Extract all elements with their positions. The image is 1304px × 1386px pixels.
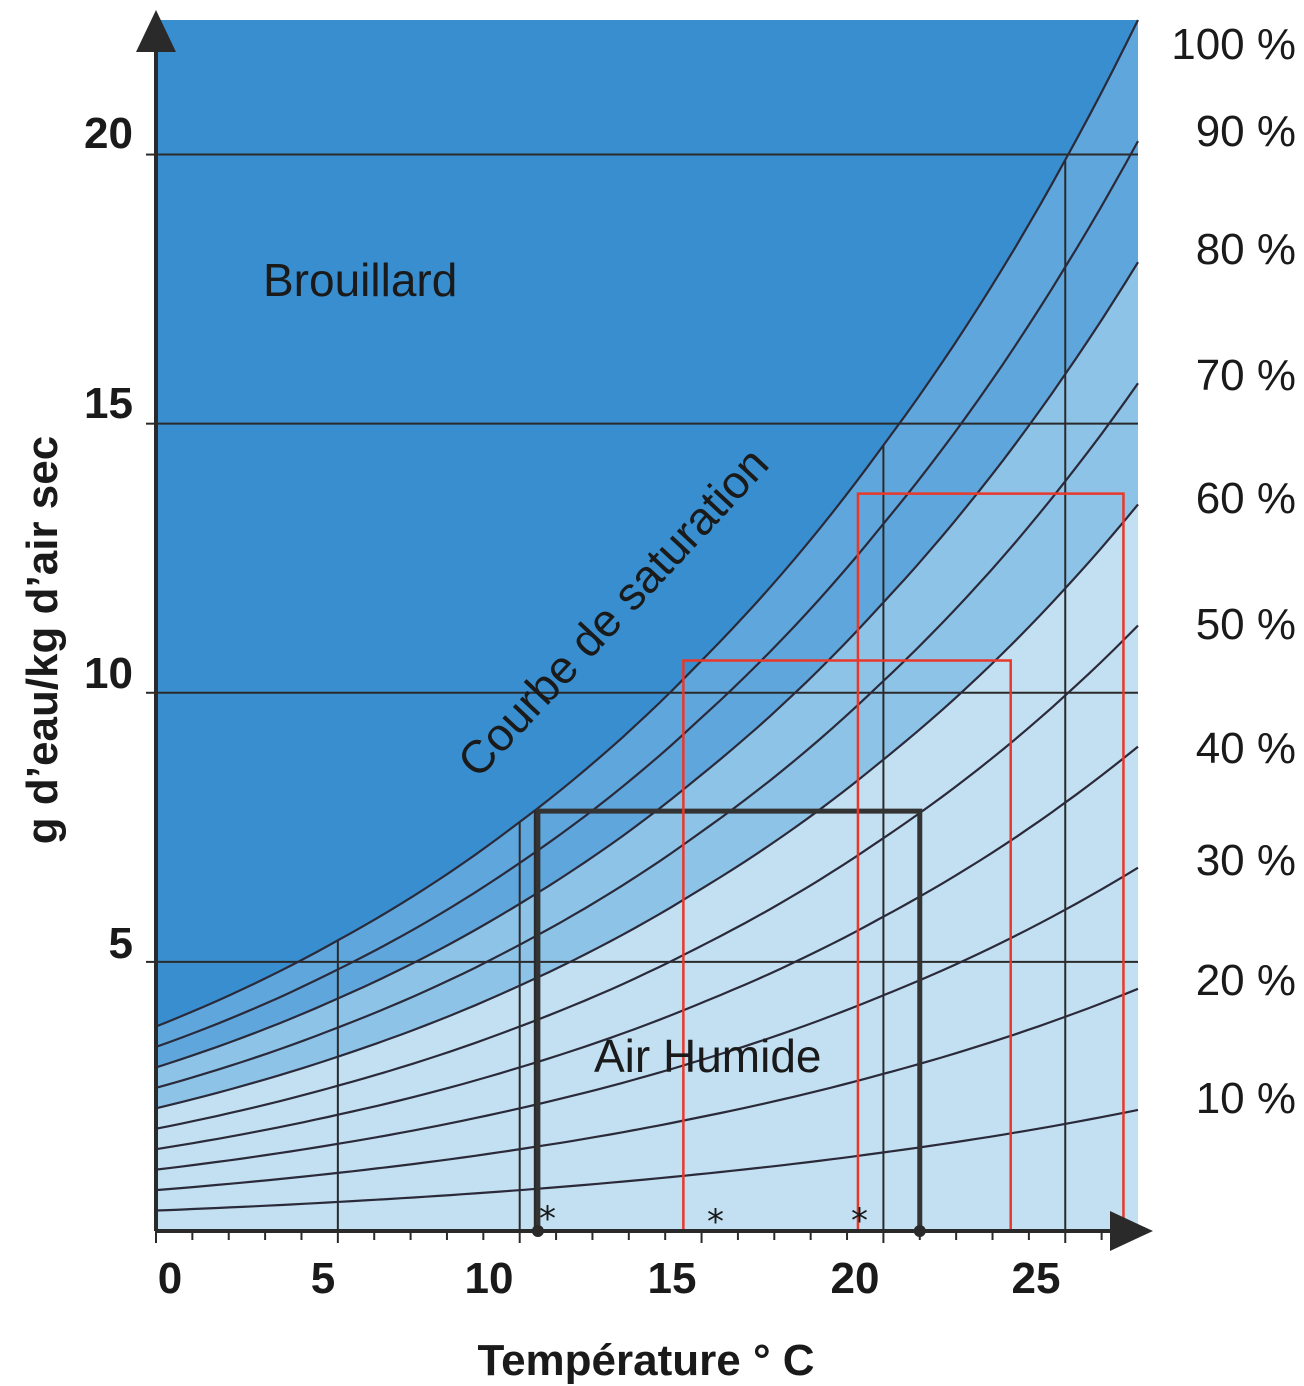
rh-label-50: 50 % (1196, 600, 1296, 649)
x-axis-arrow (1110, 1211, 1153, 1251)
rh-curve (155, 19, 1139, 1028)
rh-label-40: 40 % (1196, 724, 1296, 773)
x-axis-title: Température ° C (477, 1336, 814, 1385)
process-marker-star: * (851, 1201, 868, 1241)
rh-label-100: 100 % (1171, 20, 1296, 69)
rh-curve (155, 745, 1139, 1151)
x-tick-label: 15 (648, 1254, 697, 1303)
rh-label-60: 60 % (1196, 474, 1296, 523)
rh-curve (155, 382, 1139, 1089)
rh-label-20: 20 % (1196, 956, 1296, 1005)
x-tick-label: 5 (311, 1254, 335, 1303)
y-axis-arrow (136, 10, 176, 52)
rh-curve (155, 140, 1139, 1048)
rh-curve (155, 261, 1139, 1069)
rh-curve (155, 866, 1139, 1171)
x-tick-label: 0 (158, 1254, 182, 1303)
process-path (856, 492, 1125, 1231)
fog-region-label: Brouillard (263, 254, 457, 306)
process-path (682, 659, 1012, 1231)
rh-curve (155, 987, 1139, 1192)
relative-humidity-labels: 100 % 90 % 80 % 70 % 60 % 50 % 40 % 30 %… (1171, 20, 1296, 1123)
x-tick-label: 20 (831, 1254, 880, 1303)
process-marker-star: * (707, 1202, 724, 1242)
plot-area (136, 10, 1153, 1251)
y-tick-label: 15 (84, 379, 133, 428)
process-marker-star: * (539, 1199, 556, 1239)
rh-curve (155, 503, 1139, 1110)
y-axis-title: g d’eau/kg d’air sec (18, 436, 67, 844)
y-tick-label: 20 (84, 109, 133, 158)
rh-label-30: 30 % (1196, 836, 1296, 885)
process-path (535, 808, 923, 1231)
fog-region (156, 20, 1138, 1027)
rh-label-10: 10 % (1196, 1074, 1296, 1123)
x-axis-ticks: 0 5 10 15 20 25 (158, 1254, 1061, 1303)
humid-air-region-label: Air Humide (594, 1030, 822, 1082)
y-tick-label: 5 (109, 919, 133, 968)
rh-curve (155, 1108, 1139, 1212)
x-tick-label: 25 (1012, 1254, 1061, 1303)
rh-label-90: 90 % (1196, 107, 1296, 156)
x-tick-label: 10 (465, 1254, 514, 1303)
y-tick-label: 10 (84, 649, 133, 698)
rh-label-80: 80 % (1196, 225, 1296, 274)
y-axis-ticks: 5 10 15 20 (84, 109, 133, 968)
rh-curve (155, 624, 1139, 1130)
rh-label-70: 70 % (1196, 351, 1296, 400)
